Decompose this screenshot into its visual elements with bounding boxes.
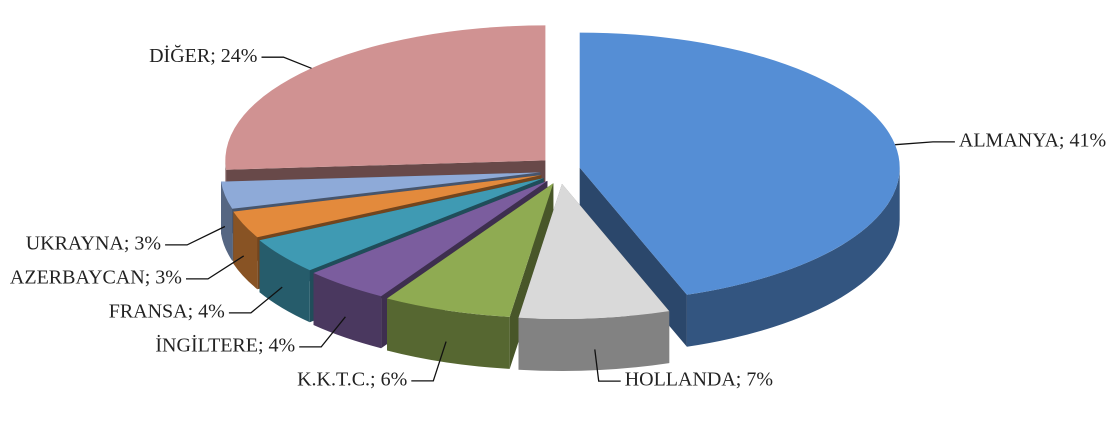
slice [518, 183, 670, 319]
leader-line [186, 255, 245, 280]
slice [259, 178, 544, 271]
slice [313, 180, 548, 297]
slice [387, 183, 554, 317]
leader-line [165, 225, 226, 246]
leader-line [228, 286, 283, 314]
data-label: K.K.T.C.; 6% [297, 368, 407, 390]
data-label: AZERBAYCAN; 3% [10, 266, 182, 288]
slice-wall [221, 181, 233, 261]
data-label: İNGİLTERE; 4% [155, 333, 295, 356]
leader-line [411, 341, 447, 382]
slice [225, 25, 546, 170]
leader-line [895, 141, 955, 146]
slice-wall [387, 298, 510, 369]
slice-wall [313, 273, 382, 349]
slice [221, 172, 541, 209]
slice-wall [233, 211, 258, 290]
slice [233, 175, 542, 238]
slice-wall [686, 167, 900, 347]
slice-wall [518, 311, 670, 371]
data-label: UKRAYNA; 3% [26, 232, 161, 254]
data-label: ALMANYA; 41% [959, 130, 1106, 152]
leader-line [299, 316, 346, 348]
slice [579, 32, 900, 295]
slice-wall [259, 240, 310, 323]
slice-side [259, 178, 544, 293]
data-label: DİĞER; 24% [149, 44, 257, 67]
leader-line [594, 349, 621, 382]
data-label: FRANSA; 4% [109, 300, 225, 322]
leader-line [261, 56, 312, 69]
data-label: HOLLANDA; 7% [625, 369, 773, 391]
